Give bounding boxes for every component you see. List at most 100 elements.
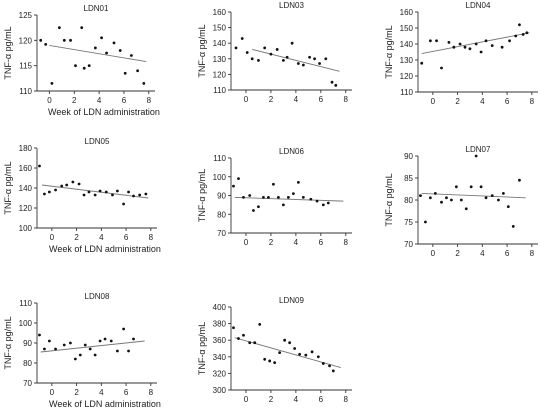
y-axis-label: TNF-α pg/mL	[197, 169, 207, 222]
y-tick-label: 90	[404, 152, 413, 161]
trend-line	[40, 340, 145, 353]
y-tick-label: 340	[213, 353, 227, 362]
data-point	[98, 189, 102, 193]
data-point	[248, 194, 252, 197]
data-point	[43, 192, 46, 196]
chart-panel: 110 115 120 125 0 2 4 6 8 LDN01 TNF-α pg/mL Week of…	[3, 4, 160, 117]
data-point	[283, 338, 287, 342]
x-tick-label: 4	[99, 388, 104, 397]
data-point	[104, 190, 108, 194]
data-point	[330, 80, 334, 84]
chart-panel: 100 120 140 160 180 0 2 4 6 8 LDN05 TNF-α pg/mL Week…	[3, 137, 161, 254]
data-point	[277, 195, 280, 199]
data-point	[321, 362, 325, 365]
data-point	[257, 58, 260, 62]
data-point	[263, 46, 267, 50]
data-point	[100, 36, 103, 40]
panel-title: LDN03	[279, 1, 304, 10]
data-point	[316, 355, 320, 359]
y-tick-label: 100	[213, 173, 227, 182]
data-point	[278, 351, 282, 355]
x-tick-label: 6	[122, 96, 127, 105]
data-point	[69, 38, 72, 42]
data-point	[281, 203, 285, 207]
data-point	[479, 50, 483, 54]
data-point	[268, 359, 272, 363]
x-tick-label: 6	[319, 95, 324, 104]
data-point	[87, 64, 91, 68]
data-point	[93, 193, 97, 197]
x-tick-label: 0	[244, 238, 249, 247]
x-tick-label: 8	[530, 97, 535, 106]
data-point	[286, 195, 290, 199]
data-point	[262, 195, 265, 199]
data-point	[508, 39, 511, 43]
data-point	[253, 341, 257, 345]
x-tick-label: 6	[124, 388, 129, 397]
data-point	[479, 185, 483, 189]
data-point	[78, 353, 82, 357]
data-point	[304, 353, 308, 357]
panel-title: LDN07	[466, 145, 491, 154]
data-point	[428, 39, 432, 43]
data-point	[293, 347, 297, 350]
x-tick-label: 0	[50, 388, 55, 397]
y-tick-label: 150	[400, 24, 414, 33]
data-point	[50, 82, 54, 85]
data-point	[296, 62, 300, 65]
x-tick-label: 4	[97, 96, 102, 105]
data-point	[258, 323, 262, 326]
y-tick-label: 125	[19, 11, 33, 20]
data-point	[122, 202, 125, 206]
panel-title: LDN06	[279, 147, 304, 156]
data-point	[65, 183, 69, 187]
y-tick-label: 110	[400, 88, 413, 97]
data-point	[424, 220, 427, 224]
data-point	[518, 178, 521, 182]
trend-line	[421, 192, 526, 199]
y-tick-label: 120	[400, 72, 414, 81]
data-point	[334, 83, 338, 87]
x-tick-label: 8	[149, 388, 154, 397]
data-point	[428, 196, 432, 200]
y-tick-label: 110	[213, 154, 226, 163]
y-tick-label: 400	[213, 303, 227, 312]
data-point	[291, 192, 295, 196]
data-point	[71, 180, 75, 184]
x-tick-label: 0	[244, 395, 249, 404]
panel-title: LDN08	[85, 292, 110, 301]
data-point	[132, 194, 135, 198]
y-tick-label: 160	[400, 8, 414, 17]
chart-panel: 110 120 130 140 150 160 0 2 4 6 8 LDN04 TNF-α pg/mL	[384, 1, 538, 106]
x-tick-label: 2	[74, 388, 79, 397]
x-tick-label: 2	[455, 249, 460, 258]
x-tick-label: 0	[50, 233, 55, 242]
x-axis-label: Week of LDN administration	[49, 244, 161, 254]
data-point	[450, 198, 453, 202]
trend-line	[234, 196, 344, 202]
y-tick-label: 130	[213, 55, 227, 64]
data-point	[318, 62, 321, 65]
y-tick-label: 110	[213, 86, 226, 95]
x-tick-label: 4	[99, 233, 104, 242]
data-point	[269, 52, 273, 56]
x-tick-label: 4	[480, 97, 485, 106]
data-point	[445, 196, 448, 200]
data-point	[458, 42, 462, 46]
y-tick-label: 360	[213, 336, 227, 345]
y-tick-label: 100	[19, 224, 33, 233]
x-axis-label: Week of LDN administration	[49, 399, 161, 409]
data-point	[296, 180, 300, 184]
data-point	[69, 341, 72, 345]
data-point	[38, 164, 41, 168]
data-point	[43, 347, 46, 351]
y-tick-label: 140	[400, 40, 414, 49]
data-point	[511, 225, 515, 228]
y-axis-label: TNF-α pg/mL	[384, 173, 394, 226]
data-point	[500, 45, 504, 49]
data-point	[98, 339, 102, 343]
y-tick-label: 110	[19, 87, 32, 96]
x-tick-label: 6	[319, 395, 324, 404]
y-tick-label: 70	[23, 379, 32, 388]
